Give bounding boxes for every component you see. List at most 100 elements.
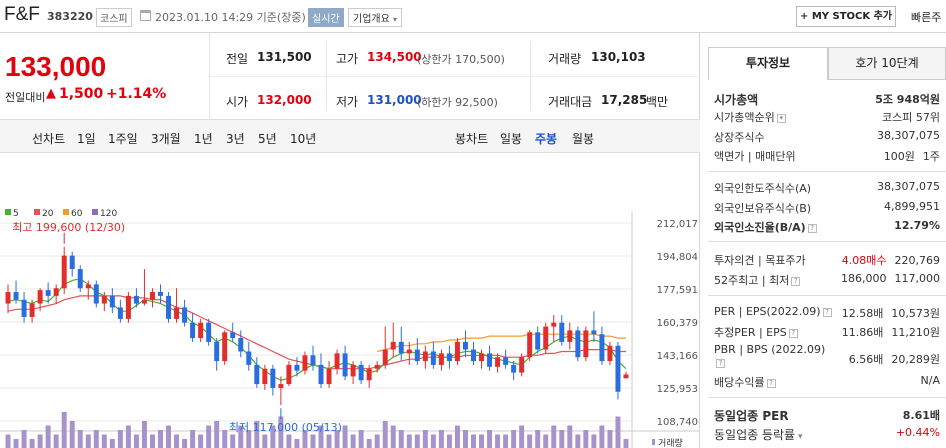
tab-period-3y[interactable]: 3년: [226, 132, 245, 146]
help-icon[interactable]: ?: [716, 358, 725, 368]
industry-per-value: 8.61배: [902, 409, 940, 422]
tab-period-10y[interactable]: 10년: [290, 132, 317, 146]
legend-label: 20: [42, 209, 54, 219]
volume-bar: [222, 430, 228, 448]
side-panel: 투자정보 호가 10단계 시가총액 5조 948억원 시가총액순위 ▾ 코스피 5…: [700, 33, 946, 448]
foreign-limit-row: 외국인한도주식수(A) 38,307,075: [714, 179, 942, 197]
volume-bar: [149, 434, 155, 448]
foreign-ratio-row: 외국인소진율(B/A)? 12.79%: [714, 218, 942, 236]
line-chart-label[interactable]: 선차트: [32, 132, 66, 146]
candle-body: [294, 364, 300, 371]
volume-bar: [77, 430, 83, 448]
legend-swatch: [5, 209, 11, 215]
volume-bar: [551, 425, 557, 448]
volume-bar: [278, 416, 284, 448]
volume-bar: [583, 430, 589, 448]
rank-row: 시가총액순위 ▾ 코스피 57위: [714, 108, 942, 126]
tab-period-1y[interactable]: 1년: [194, 132, 213, 146]
volume-bar: [286, 434, 292, 448]
volume-bar: [166, 425, 172, 448]
volume-bar: [479, 434, 485, 448]
candle-body: [430, 351, 436, 365]
candle-body: [615, 345, 621, 392]
candle-body: [503, 357, 509, 365]
help-icon[interactable]: ?: [766, 378, 776, 388]
volume-bar: [262, 434, 268, 448]
candle-body: [318, 364, 324, 385]
per-row: PER | EPS(2022.09)? 12.58배 10,573원: [714, 305, 940, 320]
lower-limit: (하한가 92,500): [417, 96, 498, 109]
volume-bar: [462, 430, 468, 448]
company-overview-dropdown[interactable]: 기업개요 ▾: [348, 8, 403, 27]
candle-body: [190, 322, 196, 339]
volume-bar: [93, 430, 99, 448]
candle-body: [527, 332, 533, 358]
amount-unit: 백만: [646, 95, 669, 109]
mystock-add-label: MY STOCK 추가: [811, 11, 893, 22]
volume-bar: [527, 434, 533, 448]
tab-period-1d[interactable]: 1일: [77, 132, 96, 146]
top-bar: F&F 383220 코스피 2023.01.10 14:29 기준(장중) 실…: [0, 0, 946, 33]
high-value: 134,500: [367, 50, 422, 64]
candle-body: [262, 368, 268, 385]
candle-body: [13, 292, 19, 300]
help-icon[interactable]: ?: [791, 276, 801, 286]
volume-bar: [487, 430, 493, 448]
candle-body: [519, 357, 525, 373]
volume-bar: [45, 425, 51, 448]
candle-body: [206, 322, 212, 342]
tab-weekly[interactable]: 주봉: [535, 132, 558, 146]
prev-close-value: 131,500: [257, 50, 312, 64]
volume-bar: [270, 425, 276, 448]
market-cap-label: 시가총액: [714, 93, 759, 107]
price-chart[interactable]: 5 20 60 120 212,017 194,804 177,591 160,379 143,…: [0, 171, 700, 448]
volume-bar: [535, 430, 541, 448]
w52-high-label: 52주최고: [714, 274, 759, 287]
tab-period-5y[interactable]: 5년: [258, 132, 277, 146]
volume-bar: [310, 434, 316, 448]
par-label: 액면가: [714, 150, 745, 163]
volume-bar: [623, 439, 629, 448]
volume-bar: [182, 439, 188, 448]
tab-period-1w[interactable]: 1주일: [108, 132, 138, 146]
candle-body: [21, 299, 27, 317]
realtime-button[interactable]: 실시간: [308, 8, 344, 27]
est-eps-value: 11,210원: [891, 326, 940, 339]
candle-body: [158, 292, 163, 296]
shares-row: 상장주식수 38,307,075: [714, 128, 942, 146]
candle-body: [471, 349, 476, 362]
quick-search-link[interactable]: 빠른주: [911, 11, 942, 24]
volume-bar: [495, 434, 501, 448]
volume-bar: [454, 425, 460, 448]
help-icon[interactable]: ?: [807, 223, 817, 233]
foreign-limit-value: 38,307,075: [877, 180, 940, 193]
tab-invest-info[interactable]: 투자정보: [708, 47, 828, 80]
change-label: 전일대비: [5, 91, 46, 104]
volume-bar: [117, 430, 123, 448]
volume-bar: [471, 434, 476, 448]
candle-chart-label[interactable]: 봉차트: [455, 132, 489, 146]
candle-body: [133, 295, 139, 304]
tab-daily[interactable]: 일봉: [500, 132, 523, 146]
chevron-down-icon: ▾: [795, 432, 803, 442]
low-value: 131,000: [367, 93, 422, 107]
volume-bar: [350, 434, 356, 448]
volume-bar: [302, 430, 308, 448]
tab-period-3m[interactable]: 3개월: [151, 132, 181, 146]
opinion-label: 투자의견: [714, 254, 755, 267]
volume-label: 거래량: [548, 52, 582, 66]
candle-body: [599, 334, 605, 362]
tab-monthly[interactable]: 월봉: [572, 132, 595, 146]
calendar-icon: [140, 10, 151, 21]
volume-bar: [406, 434, 412, 448]
candle-body: [69, 255, 75, 270]
y-tick-label: 143,166: [657, 351, 698, 362]
amount-value: 17,285: [601, 93, 648, 107]
help-icon[interactable]: ?: [788, 328, 798, 338]
help-icon[interactable]: ?: [822, 307, 832, 317]
unit-value: 1주: [922, 150, 940, 163]
ma20-line: [7, 295, 626, 370]
candle-body: [254, 364, 260, 385]
tab-quote[interactable]: 호가 10단계: [828, 47, 946, 80]
mystock-add-button[interactable]: + MY STOCK 추가: [796, 6, 896, 27]
